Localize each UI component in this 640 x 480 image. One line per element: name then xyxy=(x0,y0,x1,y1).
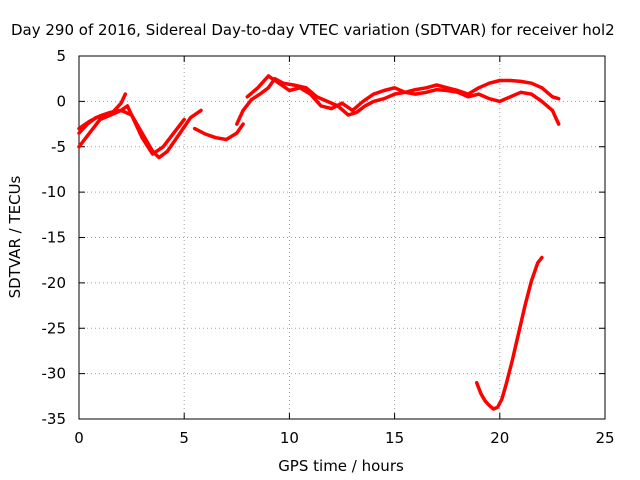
x-axis-label: GPS time / hours xyxy=(278,457,404,475)
x-tick-label: 0 xyxy=(74,429,84,447)
y-tick-label: -5 xyxy=(51,138,66,156)
x-tick-label: 10 xyxy=(280,429,299,447)
y-tick-label: 0 xyxy=(56,92,66,110)
grid xyxy=(79,56,605,419)
chart-title: Day 290 of 2016, Sidereal Day-to-day VTE… xyxy=(11,21,615,39)
series-line-track-f xyxy=(245,74,561,113)
y-tick-label: -10 xyxy=(42,183,67,201)
x-tick-label: 25 xyxy=(595,429,614,447)
y-tick-label: -35 xyxy=(42,410,67,428)
series-line-track-c xyxy=(77,92,128,135)
series-line-track-a xyxy=(77,108,203,160)
axis-ticks: 0 5 10 15 20 25 5 0 -5 -10 -15 -20 -25 -30 -35 xyxy=(42,47,615,447)
series-line-track-d xyxy=(192,122,245,142)
x-tick-label: 15 xyxy=(385,429,404,447)
y-tick-label: -20 xyxy=(42,274,67,292)
y-tick-label: -25 xyxy=(42,319,67,337)
x-tick-label: 20 xyxy=(490,429,509,447)
y-tick-label: 5 xyxy=(56,47,66,65)
data-series xyxy=(77,74,561,411)
x-tick-label: 5 xyxy=(179,429,189,447)
y-tick-label: -15 xyxy=(42,229,67,247)
y-axis-label: SDTVAR / TECUs xyxy=(6,175,24,298)
y-tick-label: -30 xyxy=(42,365,67,383)
series-line-track-e xyxy=(235,76,561,126)
series-line-track-g xyxy=(474,255,544,411)
